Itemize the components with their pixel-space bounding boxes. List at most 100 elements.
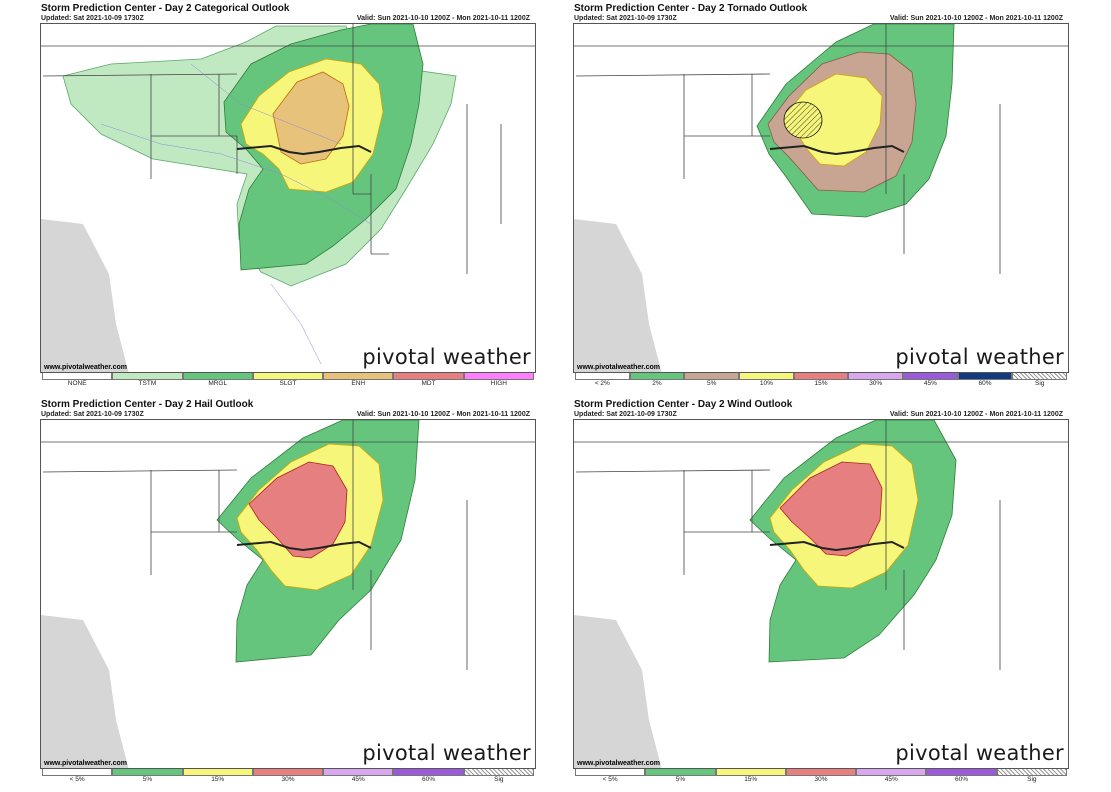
legend-swatch: 10% — [739, 373, 794, 388]
updated-time: Updated: Sat 2021-10-09 1730Z — [41, 411, 144, 418]
categorical-outlook-panel: Storm Prediction Center - Day 2 Categori… — [40, 0, 536, 388]
legend: NONE TSTM MRGL SLGT ENH MDT HIGH — [42, 373, 534, 388]
legend-swatch: Sig — [996, 769, 1067, 784]
legend-color — [739, 373, 794, 380]
legend-swatch: 45% — [856, 769, 927, 784]
wind-outlook-panel: Storm Prediction Center - Day 2 Wind Out… — [573, 396, 1069, 784]
brand-logo: pivotal weather — [362, 741, 531, 765]
legend-swatch: MDT — [393, 373, 464, 388]
panel-title: Storm Prediction Center - Day 2 Tornado … — [574, 3, 808, 14]
legend-label: NONE — [67, 380, 87, 387]
source-credit: www.pivotalweather.com — [43, 364, 127, 371]
legend-label: 15% — [744, 776, 758, 783]
risk-areas — [216, 420, 420, 663]
legend-label: 30% — [869, 380, 883, 387]
legend-color — [848, 373, 904, 380]
panel-title: Storm Prediction Center - Day 2 Categori… — [41, 3, 290, 14]
tornado-outlook-panel: Storm Prediction Center - Day 2 Tornado … — [573, 0, 1069, 388]
legend: < 5% 5% 15% 30% 45% 60% Sig — [42, 769, 534, 784]
risk-areas — [749, 420, 957, 663]
legend-color — [903, 373, 958, 380]
legend-label: 45% — [351, 776, 365, 783]
valid-time: Valid: Sun 2021-10-10 1200Z - Mon 2021-1… — [356, 15, 530, 22]
legend-swatch: < 5% — [575, 769, 646, 784]
legend-swatch: 5% — [684, 373, 740, 388]
legend-label: 30% — [281, 776, 295, 783]
legend-swatch: 5% — [645, 769, 716, 784]
legend-color — [42, 373, 113, 380]
legend-label: 5% — [142, 776, 153, 783]
source-credit: www.pivotalweather.com — [576, 760, 660, 767]
legend-color — [323, 769, 394, 776]
legend-label: 10% — [759, 380, 773, 387]
legend-color — [393, 373, 464, 380]
legend-swatch: Sig — [463, 769, 534, 784]
outlook-map: www.pivotalweather.com pivotal weather — [40, 23, 536, 373]
legend-color — [463, 373, 534, 380]
legend-color — [252, 373, 324, 380]
legend-swatch: 45% — [903, 373, 958, 388]
legend-swatch: 15% — [182, 769, 253, 784]
legend-color — [252, 769, 324, 776]
legend-color — [42, 769, 113, 776]
legend-color — [684, 373, 740, 380]
legend-label: SLGT — [279, 380, 297, 387]
legend-color — [785, 769, 857, 776]
legend-swatch: 60% — [393, 769, 464, 784]
legend-swatch: 15% — [793, 373, 849, 388]
map-svg: www.pivotalweather.com — [41, 420, 535, 768]
outlook-map: www.pivotalweather.com pivotal weather — [40, 419, 536, 769]
legend-swatch: 30% — [785, 769, 857, 784]
legend-label: 60% — [978, 380, 992, 387]
legend-label: 45% — [884, 776, 898, 783]
legend-color — [182, 373, 253, 380]
legend-label: Sig — [494, 776, 504, 783]
legend-swatch: 5% — [112, 769, 183, 784]
legend-swatch: < 5% — [42, 769, 113, 784]
legend-swatch: 15% — [715, 769, 786, 784]
legend-color — [323, 373, 394, 380]
brand-logo: pivotal weather — [895, 741, 1064, 765]
legend-label: < 5% — [602, 776, 618, 783]
valid-time: Valid: Sun 2021-10-10 1200Z - Mon 2021-1… — [889, 15, 1063, 22]
legend-label: HIGH — [490, 380, 507, 387]
outlook-map: www.pivotalweather.com pivotal weather — [573, 419, 1069, 769]
brand-logo: pivotal weather — [895, 345, 1064, 369]
legend-swatch: MRGL — [182, 373, 253, 388]
legend-label: 5% — [675, 776, 686, 783]
legend-label: 2% — [652, 380, 662, 387]
legend: < 2% 2% 5% 10% 15% 30% 45% 60% Sig — [575, 373, 1068, 388]
legend-color — [182, 769, 253, 776]
legend-label: MRGL — [208, 380, 228, 387]
source-credit: www.pivotalweather.com — [43, 760, 127, 767]
updated-time: Updated: Sat 2021-10-09 1730Z — [574, 15, 677, 22]
legend-color — [575, 373, 630, 380]
legend-label: 60% — [955, 776, 969, 783]
legend-label: 15% — [814, 380, 828, 387]
legend-color — [629, 373, 685, 380]
legend-label: 60% — [422, 776, 436, 783]
legend-swatch: 30% — [848, 373, 904, 388]
legend-swatch: 30% — [252, 769, 324, 784]
legend-color — [112, 769, 183, 776]
legend-label: 15% — [211, 776, 225, 783]
source-credit: www.pivotalweather.com — [576, 364, 660, 371]
legend-color — [1012, 373, 1068, 380]
legend-swatch: 2% — [629, 373, 685, 388]
legend-color — [715, 769, 786, 776]
map-svg: www.pivotalweather.com — [574, 24, 1068, 372]
legend-color — [957, 373, 1013, 380]
map-svg: www.pivotalweather.com — [41, 24, 535, 372]
legend-swatch: HIGH — [463, 373, 534, 388]
legend-swatch: < 2% — [575, 373, 630, 388]
legend: < 5% 5% 15% 30% 45% 60% Sig — [575, 769, 1067, 784]
legend-swatch: 45% — [323, 769, 394, 784]
legend-swatch: ENH — [323, 373, 394, 388]
outlook-map: www.pivotalweather.com pivotal weather — [573, 23, 1069, 373]
legend-color — [793, 373, 849, 380]
risk-areas — [62, 24, 457, 287]
legend-color — [393, 769, 464, 776]
legend-color — [112, 373, 183, 380]
legend-swatch: SLGT — [252, 373, 324, 388]
legend-swatch: 60% — [926, 769, 997, 784]
